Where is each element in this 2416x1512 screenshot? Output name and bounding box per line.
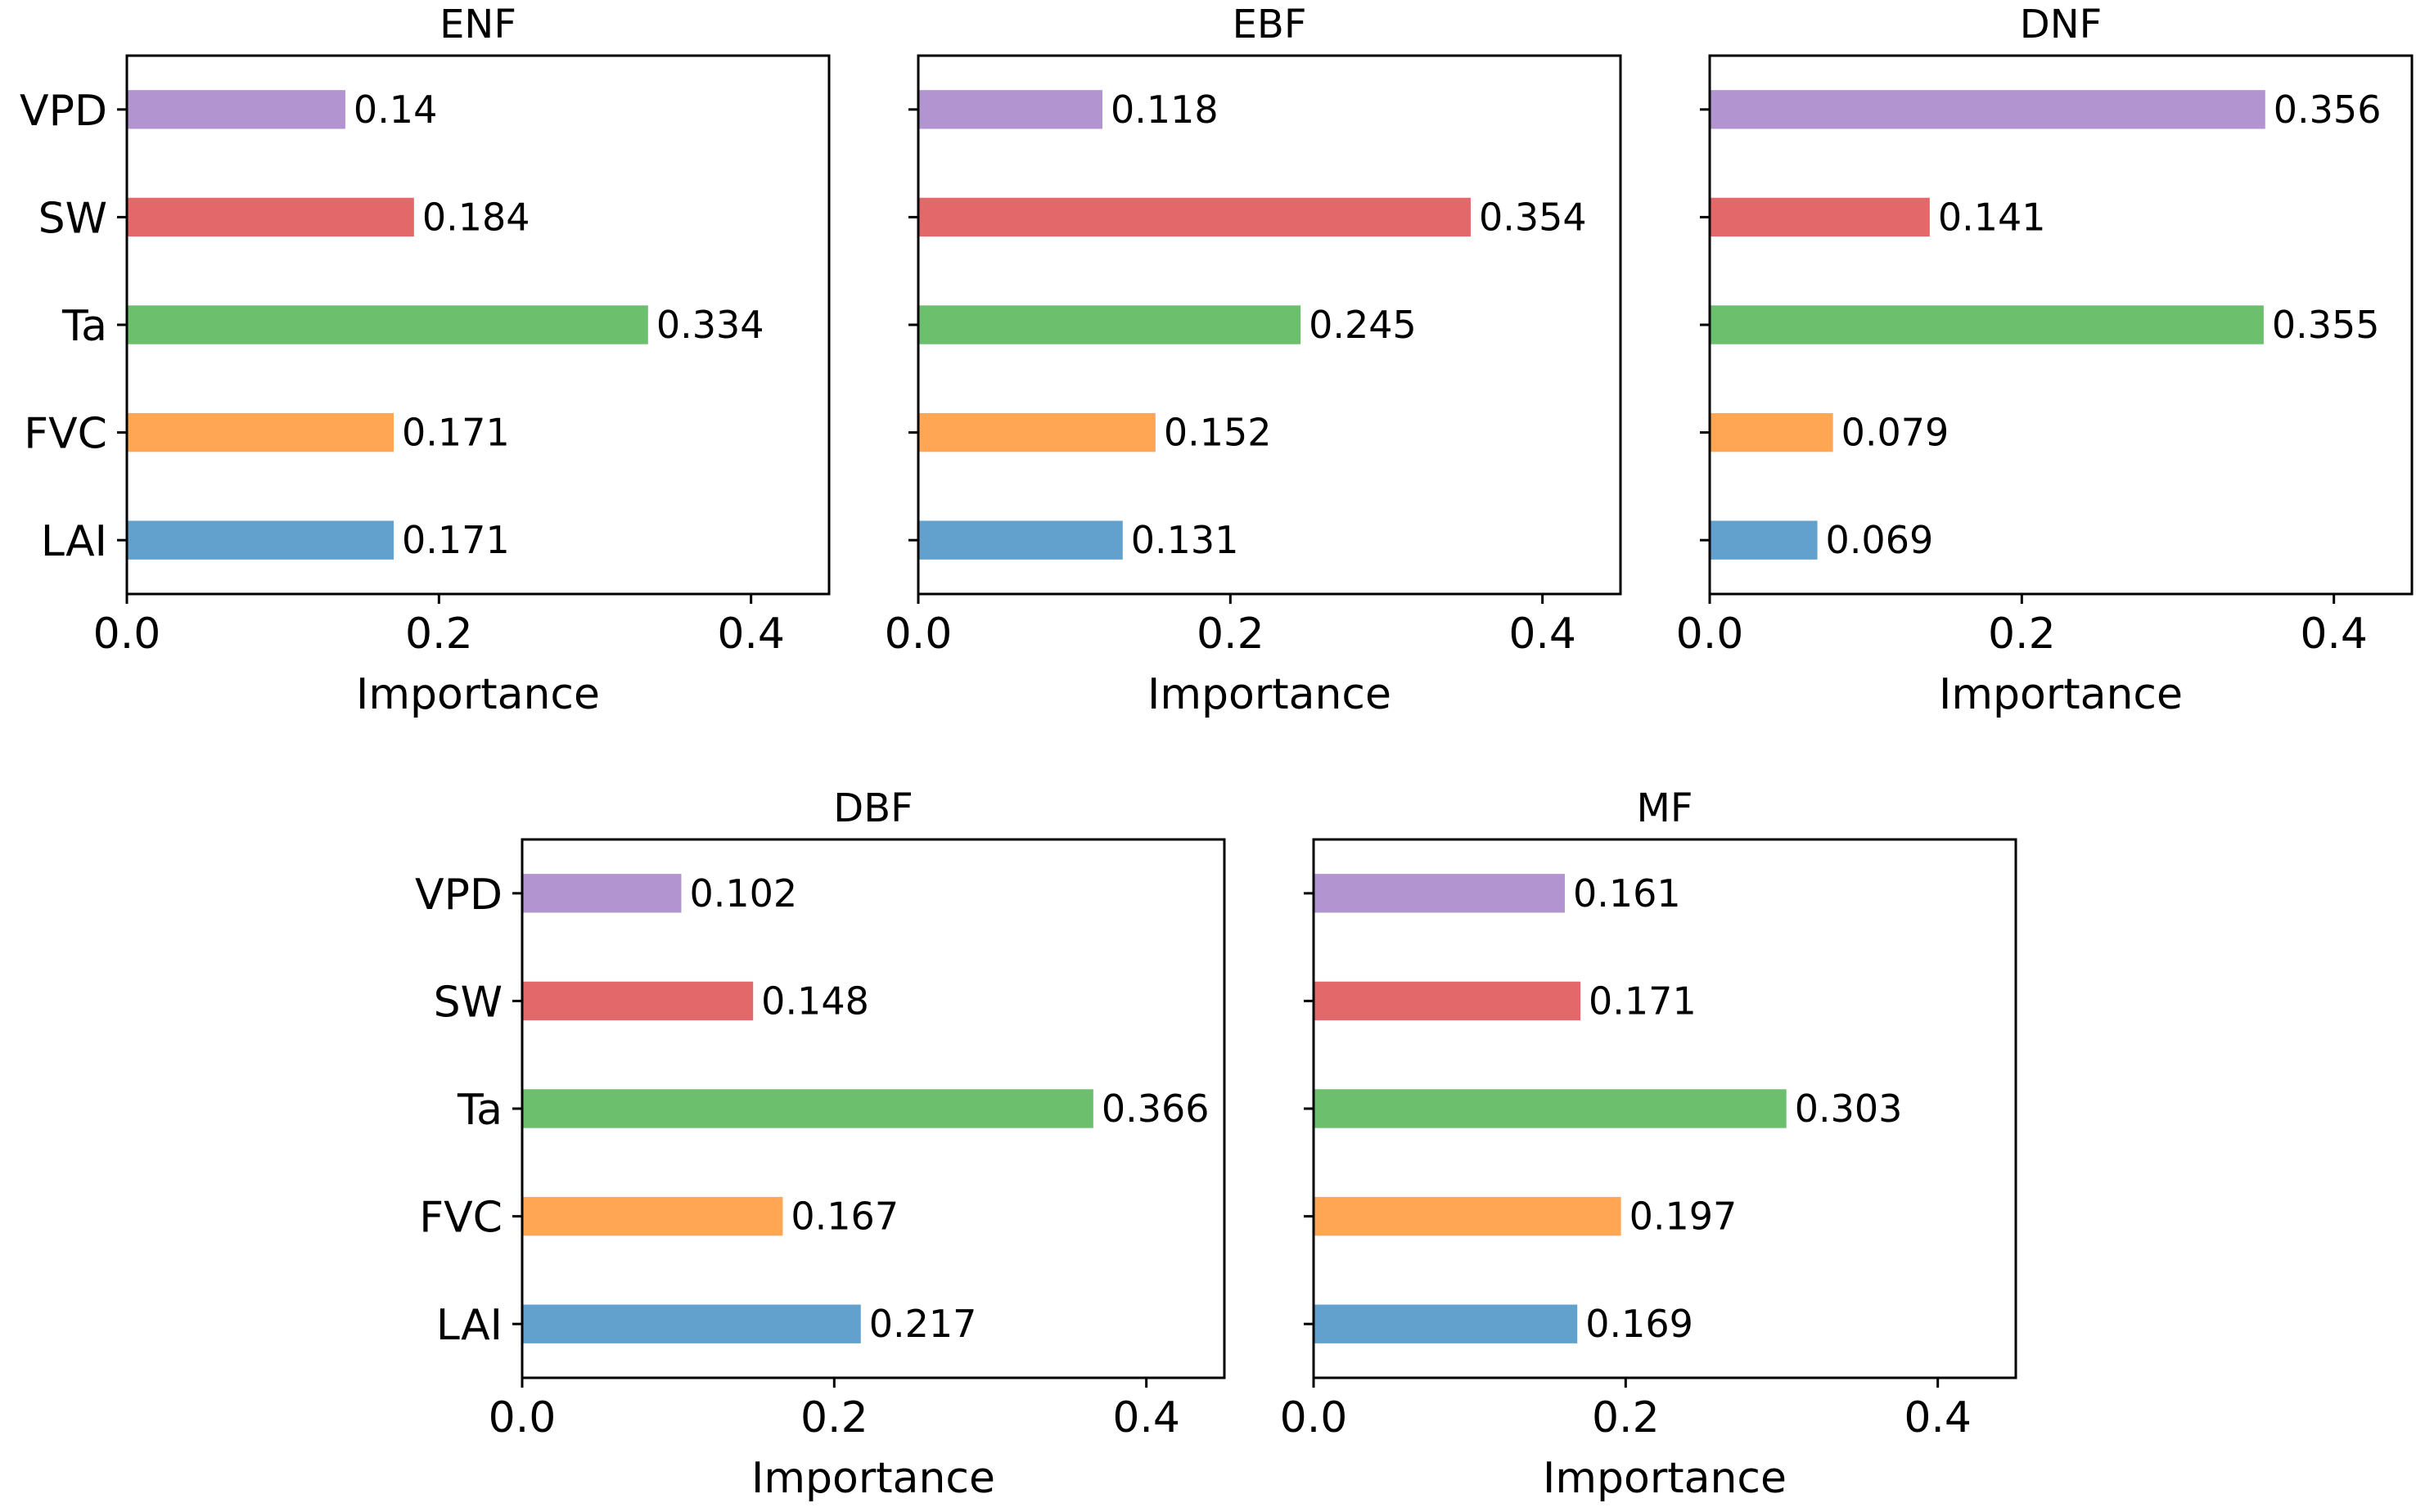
bar-lai xyxy=(127,520,394,560)
bar-sw xyxy=(127,197,414,237)
x-axis-label: Importance xyxy=(1939,670,2183,719)
axes-frame xyxy=(1312,838,2017,1379)
panel-title: DBF xyxy=(833,785,913,831)
panel-ebf: EBF 0.118 0.354 0.245 0.152 0.131 0.0 0.2 0.4 Imp… xyxy=(885,2,1622,719)
bar-fvc xyxy=(522,1196,783,1236)
x-tick-label: 0.0 xyxy=(93,610,161,659)
x-tick-label: 0.4 xyxy=(717,610,785,659)
x-tick-label: 0.4 xyxy=(1904,1393,1972,1442)
panel-dbf: DBF 0.102 VPD 0.148 SW 0.366 Ta 0.167 FVC 0.217 LA… xyxy=(415,785,1226,1503)
panel-title: ENF xyxy=(439,2,516,47)
axes-frame xyxy=(521,838,1226,1379)
bar-fvc xyxy=(918,412,1156,452)
category-label-fvc: FVC xyxy=(24,410,107,459)
bar-value-label: 0.069 xyxy=(1826,518,1934,562)
bar-ta xyxy=(918,305,1301,344)
x-tick-label: 0.4 xyxy=(1112,1393,1180,1442)
x-axis-label: Importance xyxy=(1147,670,1391,719)
bar-value-label: 0.197 xyxy=(1629,1195,1738,1239)
category-label-ta: Ta xyxy=(61,302,107,351)
category-label-lai: LAI xyxy=(41,517,107,566)
bar-vpd xyxy=(522,874,682,913)
axes-frame xyxy=(917,54,1622,596)
x-tick-label: 0.4 xyxy=(1508,610,1576,659)
bar-vpd xyxy=(1710,90,2265,129)
x-tick-label: 0.0 xyxy=(1676,610,1744,659)
x-tick-label: 0.2 xyxy=(800,1393,868,1442)
bar-value-label: 0.102 xyxy=(689,871,797,916)
bar-value-label: 0.118 xyxy=(1111,88,1219,132)
panel-title: MF xyxy=(1636,785,1693,831)
bar-ta xyxy=(1314,1089,1787,1128)
bar-lai xyxy=(1314,1304,1578,1343)
panel-dnf: DNF 0.356 0.141 0.355 0.079 0.069 0.0 0.2 0.4 Imp… xyxy=(1676,2,2414,719)
x-axis-label: Importance xyxy=(751,1454,995,1503)
bar-ta xyxy=(522,1089,1093,1128)
bar-value-label: 0.169 xyxy=(1585,1302,1693,1346)
bar-value-label: 0.355 xyxy=(2272,303,2380,347)
bar-value-label: 0.356 xyxy=(2274,88,2382,132)
bar-vpd xyxy=(127,90,345,129)
x-tick-label: 0.0 xyxy=(885,610,953,659)
category-label-sw: SW xyxy=(434,978,503,1027)
bar-ta xyxy=(1710,305,2264,344)
bar-value-label: 0.334 xyxy=(656,303,764,347)
bar-value-label: 0.303 xyxy=(1795,1087,1903,1131)
bar-lai xyxy=(522,1304,861,1343)
x-tick-label: 0.2 xyxy=(1592,1393,1660,1442)
category-label-sw: SW xyxy=(38,194,107,243)
bar-value-label: 0.171 xyxy=(402,518,510,562)
x-axis-label: Importance xyxy=(1543,1454,1787,1503)
bar-value-label: 0.167 xyxy=(791,1195,899,1239)
x-tick-label: 0.2 xyxy=(405,610,473,659)
bar-value-label: 0.366 xyxy=(1102,1087,1210,1131)
bar-value-label: 0.131 xyxy=(1131,518,1239,562)
x-tick-label: 0.2 xyxy=(1197,610,1264,659)
bar-fvc xyxy=(1710,412,1833,452)
bar-value-label: 0.152 xyxy=(1164,411,1272,455)
panel-title: DNF xyxy=(2020,2,2102,47)
bar-fvc xyxy=(127,412,394,452)
x-tick-label: 0.0 xyxy=(489,1393,557,1442)
bar-ta xyxy=(127,305,648,344)
bar-value-label: 0.161 xyxy=(1573,871,1681,916)
bar-vpd xyxy=(918,90,1102,129)
x-axis-label: Importance xyxy=(356,670,600,719)
x-tick-label: 0.2 xyxy=(1988,610,2056,659)
category-label-vpd: VPD xyxy=(20,87,107,136)
bar-value-label: 0.148 xyxy=(761,979,869,1023)
category-label-vpd: VPD xyxy=(415,871,503,920)
bar-value-label: 0.141 xyxy=(1938,195,2046,239)
bar-value-label: 0.184 xyxy=(422,195,530,239)
bar-value-label: 0.171 xyxy=(402,411,510,455)
bar-lai xyxy=(1710,520,1818,560)
bar-vpd xyxy=(1314,874,1565,913)
panel-mf: MF 0.161 0.171 0.303 0.197 0.169 0.0 0.2 0.4 Impo… xyxy=(1280,785,2017,1503)
x-tick-label: 0.4 xyxy=(2300,610,2368,659)
category-label-lai: LAI xyxy=(436,1301,503,1350)
bar-sw xyxy=(1710,197,1930,237)
bar-fvc xyxy=(1314,1196,1621,1236)
x-tick-label: 0.0 xyxy=(1280,1393,1348,1442)
bar-value-label: 0.079 xyxy=(1841,411,1949,455)
bar-value-label: 0.217 xyxy=(869,1302,977,1346)
bar-value-label: 0.14 xyxy=(354,88,437,132)
bar-value-label: 0.245 xyxy=(1309,303,1417,347)
bar-value-label: 0.171 xyxy=(1589,979,1697,1023)
bar-sw xyxy=(1314,981,1581,1021)
category-label-fvc: FVC xyxy=(419,1194,503,1243)
category-label-ta: Ta xyxy=(457,1086,503,1135)
panel-title: EBF xyxy=(1233,2,1307,47)
bar-sw xyxy=(522,981,754,1021)
bar-value-label: 0.354 xyxy=(1479,195,1587,239)
axes-frame xyxy=(1708,54,2414,596)
bar-lai xyxy=(918,520,1123,560)
bar-sw xyxy=(918,197,1471,237)
axes-frame xyxy=(125,54,831,596)
